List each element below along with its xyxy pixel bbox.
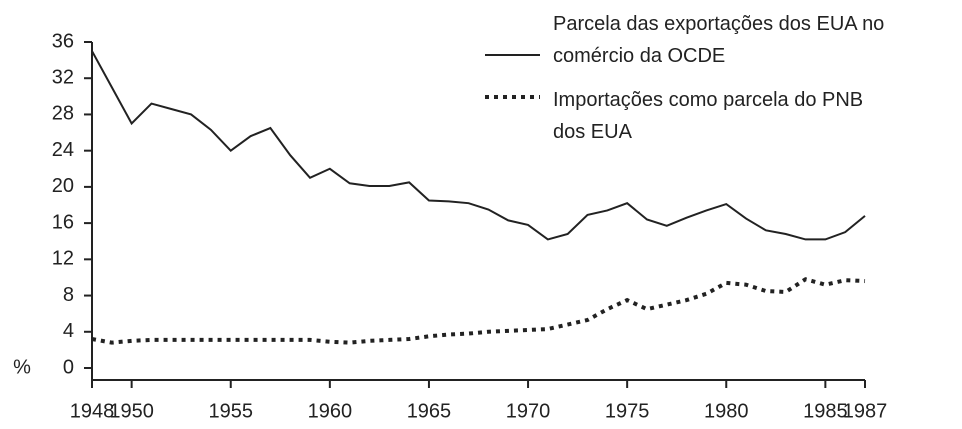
x-tick-label: 1980 [704,400,749,422]
y-tick-label: 8 [63,284,74,306]
series-line [91,277,866,345]
legend-entry: Importações como parcela do PNB dos EUA [553,89,864,143]
x-tick-label: 1987 [843,400,888,422]
x-tick-label: 1955 [208,400,253,422]
legend-entry: Parcela das exportações dos EUA no comér… [553,13,885,67]
x-tick-label: 1960 [308,400,353,422]
y-tick-label: 32 [52,67,74,89]
y-tick-label: 12 [52,248,74,270]
y-tick-label: 28 [52,103,74,125]
y-tick-label: 0 [63,356,74,378]
x-tick-label: 1950 [109,400,154,422]
x-tick-label: 1965 [407,400,452,422]
x-tick-label: 1985 [803,400,848,422]
x-tick-label: 1948 [70,400,115,422]
series-line [91,50,866,241]
x-tick-label: 1970 [506,400,551,422]
y-tick-label: 36 [52,30,74,52]
y-tick-label: 16 [52,211,74,233]
y-tick-label: 24 [52,139,74,161]
x-tick-label: 1975 [605,400,650,422]
y-tick-label: 20 [52,175,74,197]
y-axis-label: % [13,356,31,378]
y-tick-label: 4 [63,320,74,342]
